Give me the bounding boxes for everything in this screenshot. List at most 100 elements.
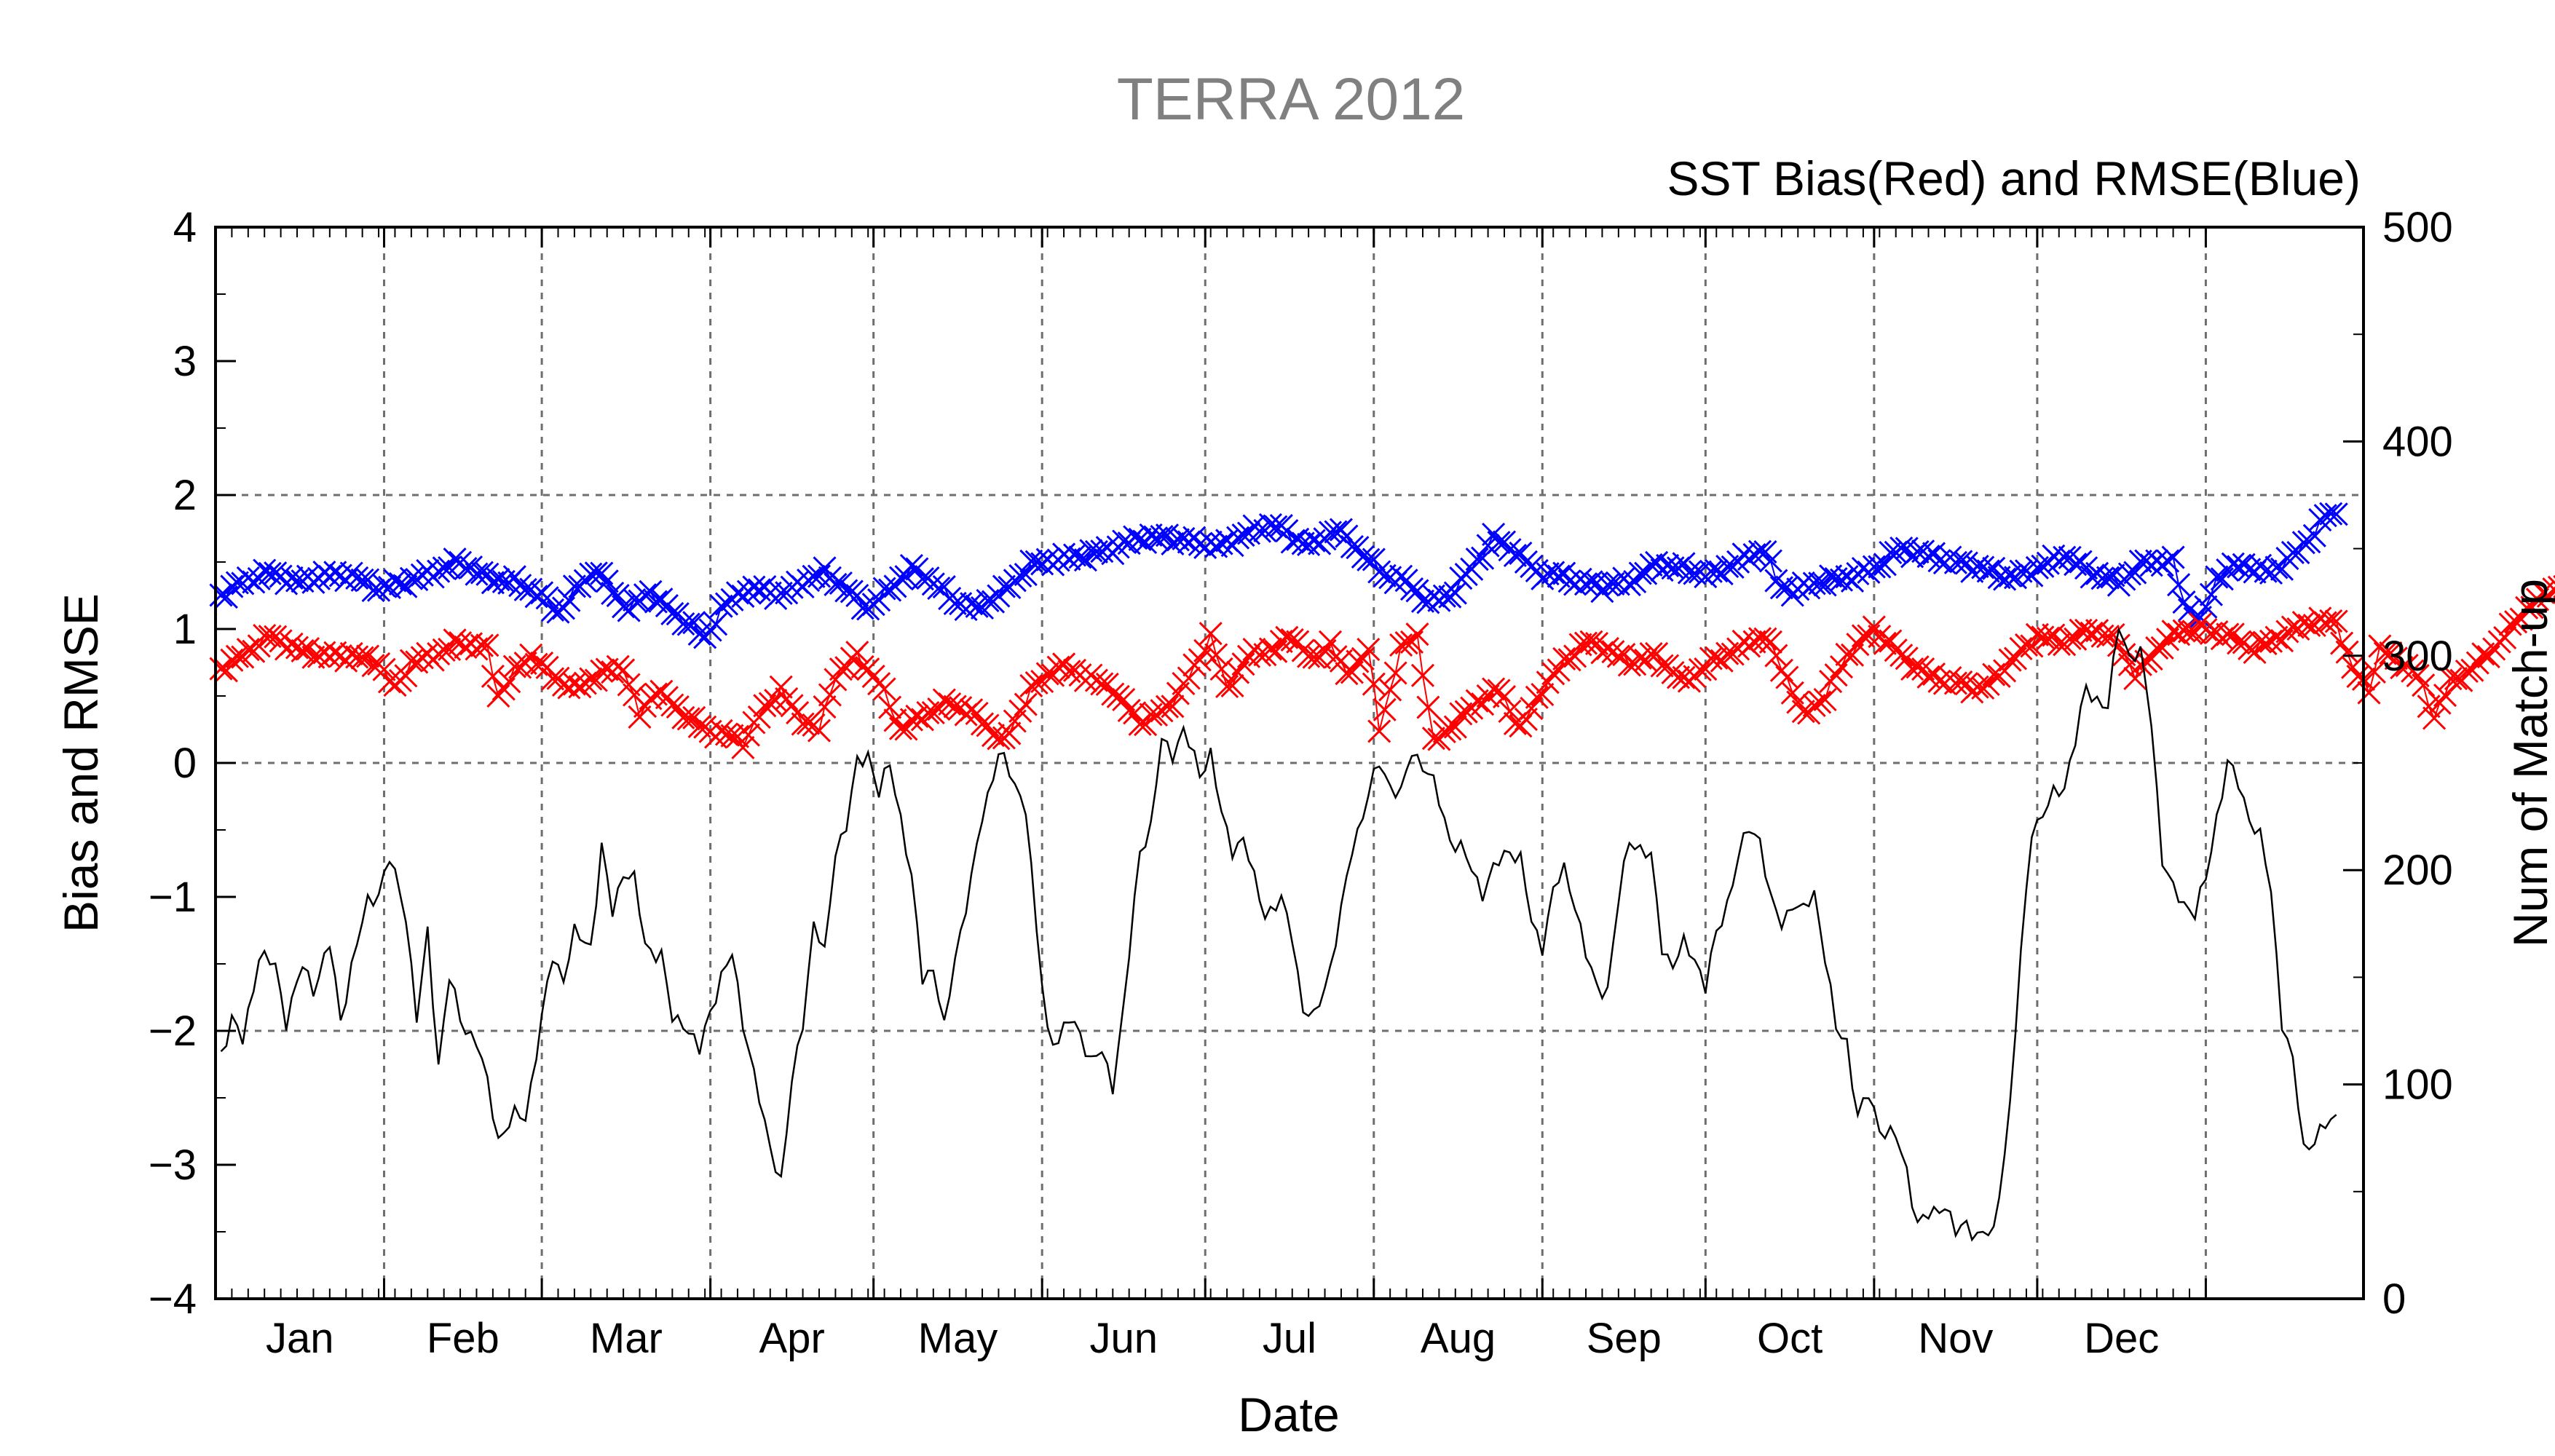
data-point-marker — [269, 564, 293, 588]
data-point-marker — [824, 572, 848, 596]
data-point-marker — [807, 719, 832, 743]
data-point-marker — [291, 638, 315, 662]
data-point-marker — [1443, 715, 1467, 739]
data-point-marker — [1302, 529, 1326, 553]
data-point-marker — [1383, 661, 1407, 685]
data-point-marker — [2031, 625, 2055, 649]
data-point-marker — [2161, 620, 2185, 644]
y-tick-label: 4 — [173, 204, 197, 251]
data-point-marker — [676, 707, 700, 731]
data-point-marker — [1139, 523, 1163, 547]
x-tick-label: Sep — [1587, 1315, 1662, 1362]
data-point-marker — [2172, 619, 2196, 643]
data-point-marker — [731, 735, 755, 759]
data-point-marker — [1672, 665, 1696, 689]
data-point-marker — [1465, 547, 1489, 571]
data-point-marker — [1829, 568, 1854, 592]
data-point-marker — [209, 583, 233, 607]
data-point-marker — [2216, 622, 2240, 646]
y-tick-label: 2 — [173, 472, 197, 519]
data-point-marker — [1764, 569, 1788, 593]
chart-subtitle: SST Bias(Red) and RMSE(Blue) — [1667, 151, 2361, 205]
data-point-marker — [568, 675, 592, 699]
data-point-marker — [2036, 626, 2060, 650]
data-point-marker — [1943, 550, 1967, 574]
data-point-marker — [1525, 685, 1549, 709]
data-point-marker — [579, 667, 603, 691]
data-point-marker — [1014, 692, 1038, 716]
data-point-marker — [1367, 560, 1391, 584]
data-point-marker — [1775, 665, 1799, 689]
data-point-marker — [2444, 667, 2468, 691]
data-point-marker — [992, 574, 1016, 598]
data-point-marker — [345, 566, 369, 590]
data-point-marker — [943, 695, 967, 719]
data-point-marker — [2167, 573, 2191, 597]
data-point-marker — [1362, 547, 1386, 571]
series-num-of-match-up — [220, 626, 2337, 1242]
data-point-marker — [2074, 618, 2098, 642]
data-point-marker — [921, 700, 945, 725]
data-point-marker — [1318, 630, 1343, 654]
data-point-marker — [1889, 536, 1914, 561]
data-point-marker — [861, 665, 885, 689]
x-tick-label: Dec — [2084, 1315, 2159, 1362]
data-point-marker — [1215, 674, 1239, 699]
data-point-marker — [1155, 695, 1180, 719]
data-point-marker — [1563, 644, 1587, 668]
data-point-marker — [1758, 630, 1782, 654]
data-point-marker — [1900, 657, 1924, 681]
data-point-marker — [2422, 706, 2447, 730]
data-point-marker — [1421, 727, 1445, 751]
data-point-marker — [377, 670, 402, 694]
data-point-marker — [856, 657, 880, 681]
data-point-marker — [1394, 631, 1418, 655]
data-point-marker — [725, 724, 750, 748]
data-point-marker — [590, 659, 614, 683]
data-point-marker — [1802, 693, 1826, 718]
data-point-marker — [1573, 631, 1598, 655]
data-point-marker — [1595, 573, 1619, 597]
data-point-marker — [1220, 673, 1244, 697]
data-point-marker — [660, 693, 684, 717]
x-tick-label: Mar — [590, 1315, 663, 1362]
data-point-marker — [557, 676, 581, 700]
data-point-marker — [1628, 561, 1652, 585]
data-point-marker — [671, 705, 695, 729]
data-point-marker — [1868, 555, 1892, 579]
x-tick-label: Nov — [1918, 1315, 1993, 1362]
data-point-marker — [612, 595, 636, 619]
y-tick-label: −1 — [149, 874, 197, 921]
x-tick-label: Apr — [759, 1315, 825, 1362]
data-point-marker — [2238, 636, 2262, 660]
x-tick-label: Jul — [1263, 1315, 1316, 1362]
data-point-marker — [709, 594, 733, 618]
data-point-marker — [595, 569, 619, 593]
data-point-marker — [998, 721, 1022, 745]
y-tick-label: −2 — [149, 1008, 197, 1055]
data-point-marker — [2313, 504, 2337, 528]
y-tick-label: 0 — [173, 740, 197, 787]
data-point-marker — [758, 692, 782, 716]
data-point-marker — [2291, 531, 2315, 555]
y2-tick-label: 200 — [2382, 847, 2453, 894]
data-point-marker — [280, 632, 304, 656]
data-point-marker — [2221, 552, 2245, 576]
x-tick-label: Feb — [427, 1315, 499, 1362]
data-point-marker — [535, 586, 559, 610]
data-point-marker — [1971, 676, 1995, 700]
data-point-marker — [2542, 577, 2555, 601]
data-point-marker — [345, 645, 369, 669]
data-point-marker — [1873, 631, 1897, 655]
data-point-marker — [2368, 634, 2392, 658]
data-point-marker — [829, 571, 853, 596]
data-point-marker — [225, 644, 249, 668]
left-axis: 4 3 2 1 0 −1 −2 −3 −4 — [149, 204, 236, 1323]
data-point-marker — [1052, 652, 1076, 676]
data-point-marker — [872, 677, 896, 701]
data-point-marker — [1943, 671, 1967, 695]
data-point-marker — [475, 633, 499, 657]
data-point-marker — [2324, 502, 2348, 526]
data-point-marker — [2493, 625, 2517, 650]
data-point-marker — [1247, 643, 1271, 667]
